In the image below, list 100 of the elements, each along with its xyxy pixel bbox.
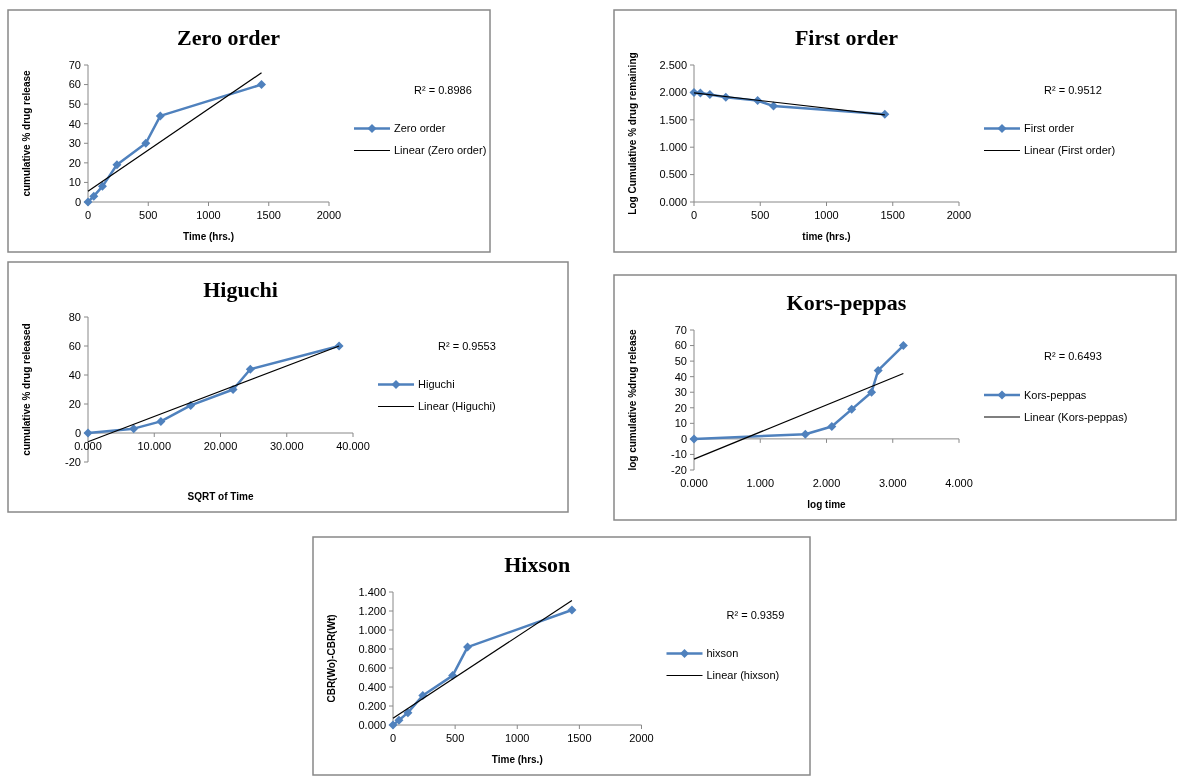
- x-tick-label: 500: [139, 209, 158, 221]
- chart-title: Kors-peppas: [786, 290, 907, 315]
- y-tick-label: 80: [68, 310, 81, 323]
- y-tick-label: 30: [674, 386, 687, 399]
- x-tick-label: 40.000: [336, 440, 370, 452]
- text: R² = 0.8986: [414, 83, 472, 96]
- y-tick-label: 20: [68, 156, 81, 169]
- x-tick-label: 2000: [629, 732, 654, 744]
- x-tick-label: 1500: [567, 732, 592, 744]
- legend-label: Linear (First order): [1024, 144, 1116, 157]
- x-tick-label: 1500: [880, 209, 905, 221]
- y-tick-label: 10: [68, 176, 81, 189]
- x-tick-label: 30.000: [269, 440, 304, 452]
- text: R² = 0.6493: [1044, 350, 1102, 362]
- x-axis-title: Time (hrs.): [491, 754, 543, 765]
- point: [141, 138, 151, 148]
- y-axis-title: log cumulative %drug release: [627, 328, 638, 471]
- point: [800, 429, 810, 439]
- x-axis-title: SQRT of Time: [187, 491, 254, 502]
- point: [257, 80, 267, 90]
- y-axis-title: cumulative % drug release: [21, 69, 32, 197]
- legend-label: Linear (Kors-peppas): [1024, 410, 1128, 423]
- y-tick-label: -20: [671, 463, 687, 476]
- y-tick-label: 2.000: [659, 86, 687, 99]
- point: [463, 642, 473, 652]
- y-tick-label: 0: [74, 195, 81, 208]
- x-tick-label: 2.000: [812, 477, 841, 489]
- y-tick-label: -10: [671, 448, 687, 461]
- point: [245, 364, 255, 374]
- point: [83, 197, 93, 207]
- y-tick-label: 1.500: [659, 113, 687, 126]
- y-tick-label: 0.500: [659, 168, 687, 181]
- point: [567, 605, 577, 615]
- y-tick-label: 0.400: [358, 680, 386, 693]
- chart-title: Zero order: [177, 25, 281, 50]
- x-tick-label: 0: [84, 209, 92, 221]
- x-tick-label: 1000: [505, 732, 530, 744]
- x-tick-label: 2000: [316, 209, 342, 221]
- point: [156, 416, 166, 426]
- y-tick-label: 1.000: [659, 141, 687, 154]
- y-tick-label: 70: [674, 323, 687, 336]
- text: R² = 0.9359: [726, 608, 785, 621]
- x-tick-label: 0: [690, 209, 698, 221]
- y-tick-label: 10: [674, 417, 687, 430]
- y-tick-label: 30: [68, 137, 81, 150]
- y-tick-label: 40: [68, 117, 81, 130]
- y-tick-label: 0.000: [659, 195, 687, 208]
- point: [388, 720, 398, 730]
- y-tick-label: 70: [68, 58, 81, 71]
- y-tick-label: 1.400: [358, 585, 386, 598]
- legend-label: Higuchi: [418, 378, 455, 391]
- legend-label: Kors-peppas: [1024, 388, 1087, 401]
- point: [873, 365, 883, 375]
- y-tick-label: 50: [674, 354, 687, 367]
- legend-label: Linear (Zero order): [394, 144, 487, 157]
- point: [769, 101, 778, 111]
- x-tick-label: 3.000: [878, 477, 907, 489]
- y-tick-label: 0.200: [358, 699, 386, 712]
- chart-title: First order: [794, 25, 899, 50]
- y-tick-label: 20: [68, 397, 81, 410]
- y-tick-label: 0.600: [358, 661, 386, 674]
- y-axis-title: cumulative % drug released: [21, 323, 32, 456]
- y-tick-label: 20: [674, 401, 687, 414]
- y-axis-title: CBR(Wo)-CBR(Wt): [326, 614, 337, 703]
- point: [155, 111, 165, 121]
- y-tick-label: 40: [674, 370, 687, 383]
- point: [867, 387, 877, 397]
- point: [689, 434, 699, 444]
- y-tick-label: 1.000: [358, 623, 386, 636]
- y-axis-title: Log Cumulative % drug remaining: [627, 52, 638, 215]
- y-tick-label: 0: [74, 426, 81, 439]
- point: [97, 181, 107, 191]
- x-tick-label: 1500: [256, 209, 281, 221]
- point: [83, 428, 93, 438]
- y-tick-label: 50: [68, 97, 81, 110]
- y-tick-label: 1.200: [358, 604, 386, 617]
- y-tick-label: 2.500: [659, 58, 687, 71]
- x-tick-label: 500: [751, 209, 770, 221]
- legend-label: Linear (Higuchi): [418, 400, 496, 413]
- chart-title: Higuchi: [203, 277, 278, 302]
- x-tick-label: 10.000: [137, 440, 172, 452]
- y-tick-label: 60: [68, 339, 81, 352]
- y-tick-label: -20: [65, 455, 81, 468]
- y-tick-label: 60: [68, 78, 81, 91]
- legend-label: First order: [1024, 122, 1075, 135]
- x-axis-title: log time: [807, 499, 847, 510]
- point: [827, 421, 837, 431]
- x-tick-label: 1.000: [746, 477, 775, 489]
- x-tick-label: 500: [445, 732, 465, 744]
- y-tick-label: 60: [674, 339, 687, 352]
- chart-title: Hixson: [504, 552, 571, 577]
- point: [112, 160, 122, 170]
- text: R² = 0.9553: [438, 339, 496, 352]
- x-tick-label: 4.000: [945, 477, 973, 489]
- y-tick-label: 0.800: [358, 642, 386, 655]
- point: [228, 385, 238, 394]
- point: [129, 424, 139, 434]
- x-tick-label: 1000: [814, 209, 839, 221]
- legend-label: Zero order: [394, 122, 446, 135]
- point: [89, 191, 99, 201]
